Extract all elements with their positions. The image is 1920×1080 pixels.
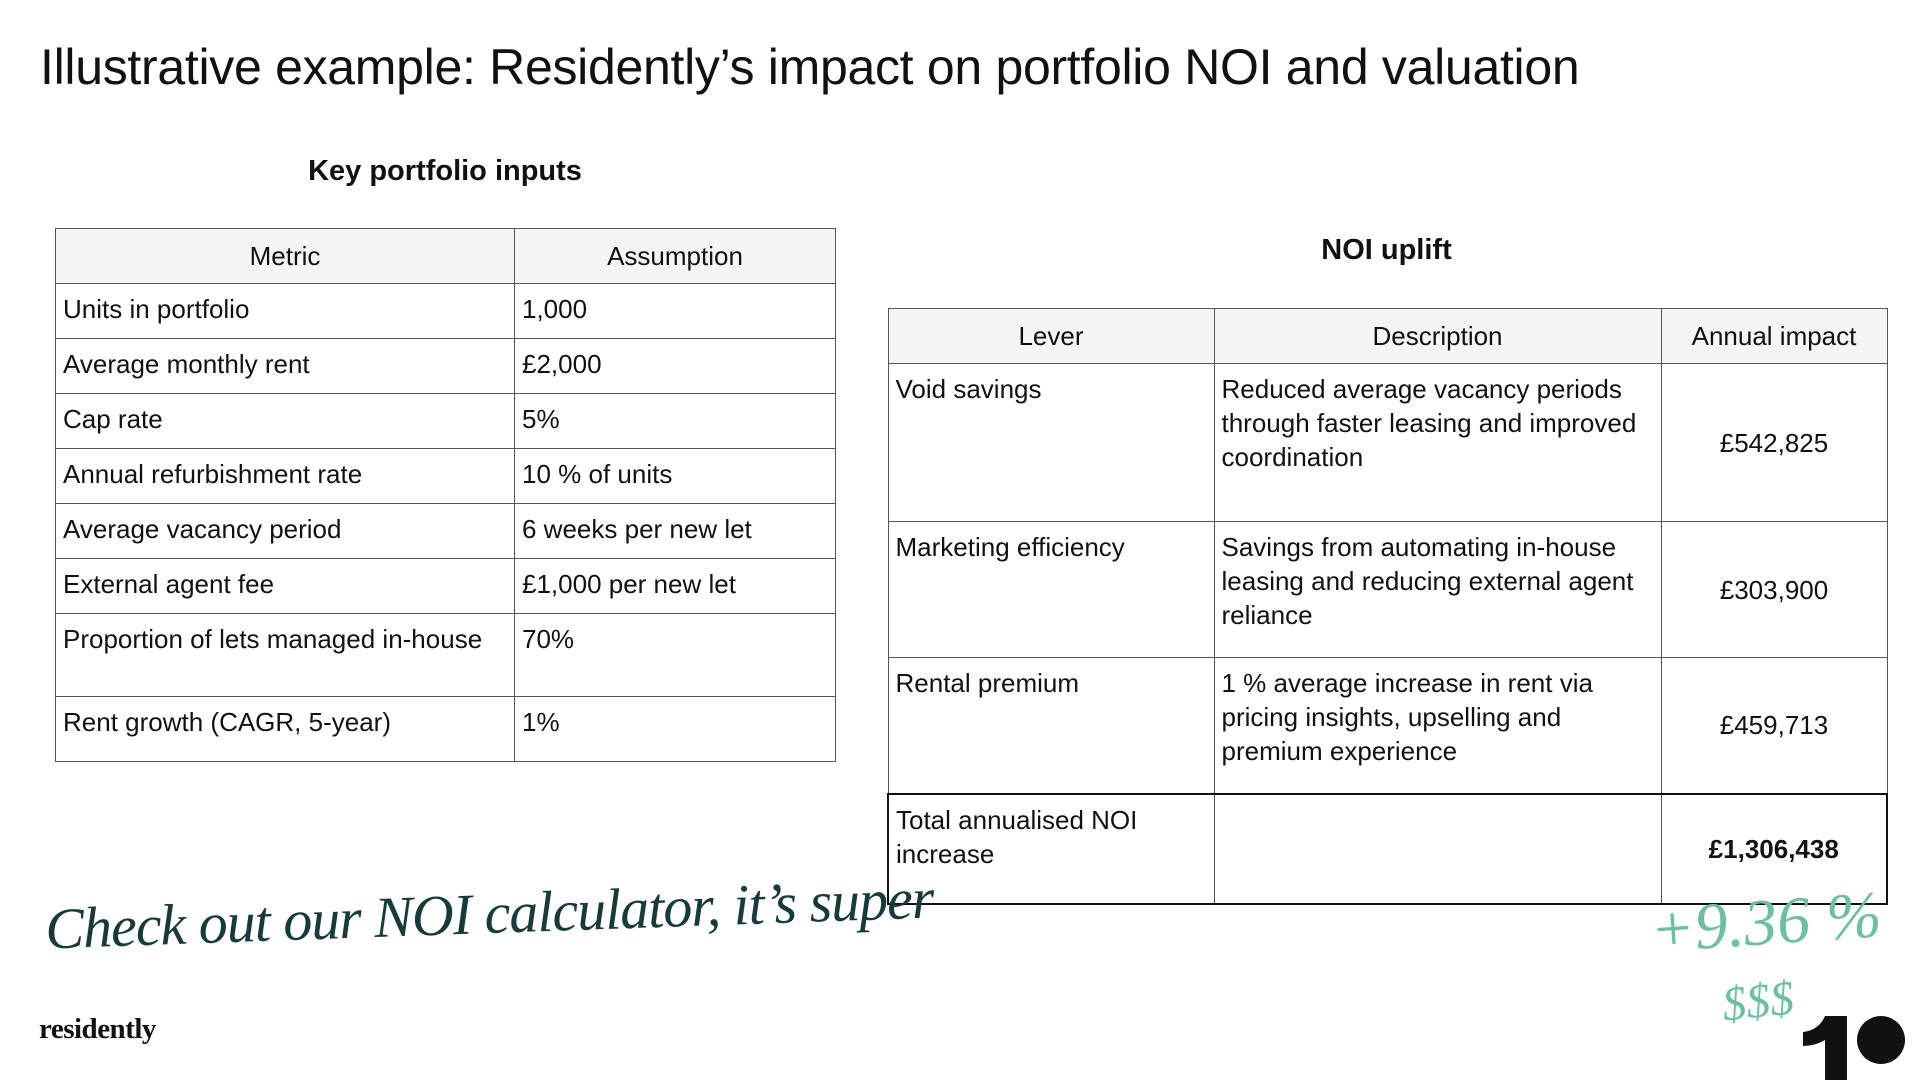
total-value: £1,306,438 [1660, 792, 1888, 905]
column-header: Assumption [514, 228, 836, 284]
table-cell: Rental premium [887, 657, 1215, 794]
column-header: Description [1213, 308, 1662, 364]
slide-title: Illustrative example: Residently’s impac… [40, 39, 1580, 95]
brand-logo: residently [39, 1013, 156, 1045]
table-cell: £542,825 [1660, 363, 1888, 522]
table-cell: Void savings [887, 363, 1215, 522]
table-cell: Savings from automating in-house leasing… [1213, 521, 1662, 658]
table-row: Marketing efficiency Savings from automat… [887, 521, 1888, 658]
handwritten-note: Check out our NOI calculator, it’s super [44, 865, 935, 962]
table-row: Average vacancy period 6 weeks per new le… [55, 503, 836, 559]
table-cell: Cap rate [55, 393, 515, 449]
inputs-table: Metric Assumption Units in portfolio 1,000 A… [55, 228, 836, 762]
empty-cell [1213, 792, 1662, 905]
decorative-logo [1803, 1016, 1905, 1080]
table-cell: Proportion of lets managed in-house [55, 613, 515, 697]
table-row: Annual refurbishment rate 10 % of units [55, 448, 836, 504]
table-heading: Key portfolio inputs [308, 155, 582, 187]
table-cell: Reduced average vacancy periods through … [1213, 363, 1662, 522]
table-cell: External agent fee [55, 558, 515, 614]
header-row: Lever Description Annual impact [887, 308, 1888, 364]
column-header: Metric [55, 228, 515, 284]
table-cell: Annual refurbishment rate [55, 448, 515, 504]
table-cell: 70% [514, 613, 836, 697]
column-header: Lever [887, 308, 1215, 364]
table-cell: £2,000 [514, 338, 836, 394]
table-cell: 5% [514, 393, 836, 449]
header-row: Metric Assumption [55, 228, 836, 284]
handwritten-percent: +9.36 % [1647, 878, 1884, 967]
table-row: External agent fee £1,000 per new let [55, 558, 836, 614]
table-row: Proportion of lets managed in-house 70% [55, 613, 836, 697]
table-row: Void savings Reduced average vacancy peri… [887, 363, 1888, 522]
table-cell: Average monthly rent [55, 338, 515, 394]
table-row: Average monthly rent £2,000 [55, 338, 836, 394]
table-heading: NOI uplift [1321, 234, 1452, 266]
table-cell: Rent growth (CAGR, 5-year) [55, 696, 515, 762]
handwritten-symbols: $$$ [1719, 971, 1797, 1032]
table-cell: 1% [514, 696, 836, 762]
total-label: Total annualised NOI increase [887, 792, 1215, 905]
table-cell: 1,000 [514, 283, 836, 339]
column-header: Annual impact [1660, 308, 1888, 364]
table-cell: £1,000 per new let [514, 558, 836, 614]
table-cell: £303,900 [1660, 521, 1888, 658]
table-cell: £459,713 [1660, 657, 1888, 794]
total-row: Total annualised NOI increase £1,306,438 [887, 792, 1888, 905]
table-cell: Marketing efficiency [887, 521, 1215, 658]
uplift-table: Lever Description Annual impact Void saving… [887, 308, 1888, 905]
table-cell: 10 % of units [514, 448, 836, 504]
table-cell: Average vacancy period [55, 503, 515, 559]
table-cell: 6 weeks per new let [514, 503, 836, 559]
table-row: Rental premium 1 % average increase in re… [887, 657, 1888, 794]
table-row: Cap rate 5% [55, 393, 836, 449]
table-row: Units in portfolio 1,000 [55, 283, 836, 339]
table-cell: 1 % average increase in rent via pricing… [1213, 657, 1662, 794]
table-row: Rent growth (CAGR, 5-year) 1% [55, 696, 836, 762]
table-cell: Units in portfolio [55, 283, 515, 339]
